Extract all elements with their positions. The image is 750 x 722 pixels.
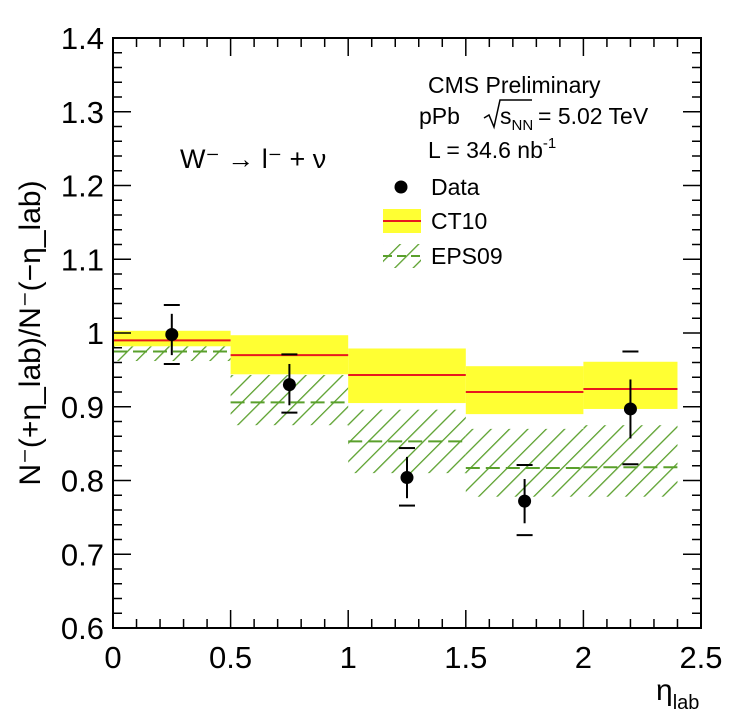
x-axis-title-sub: lab [673,692,700,714]
eps09-bands [113,346,678,497]
process-label: W⁻ → l⁻ + ν [180,144,326,174]
axis-ticks [112,37,702,629]
legend-eps09-label: EPS09 [431,243,503,269]
legend-item-data: Data [394,174,480,200]
ct10-band [465,366,584,415]
ct10-bands [113,330,678,415]
data-points [163,303,639,537]
x-tick-label: 1.5 [444,640,487,675]
y-tick-label: 1.1 [61,242,104,277]
y-tick-label: 0.6 [61,611,104,646]
legend: Data CT10 EPS09 [383,174,503,269]
data-marker [623,402,637,416]
y-axis-title-text: N⁻(+η_lab)/N⁻(−η_lab) [14,180,47,485]
x-tick-labels: 0 0.5 1 1.5 2 2.5 [104,640,722,675]
x-tick-label: 2.5 [679,640,722,675]
lumi-unit-exp: -1 [543,135,556,152]
x-tick-label: 1 [340,640,357,675]
legend-item-eps09: EPS09 [383,243,503,269]
y-tick-labels: 0.6 0.7 0.8 0.9 1 1.1 1.2 1.3 1.4 [61,21,104,646]
data-point [622,350,639,466]
x-tick-label: 0 [104,640,121,675]
data-marker [282,378,296,392]
lumi-text: L = 34.6 nb-1 [428,135,556,163]
data-marker [400,471,414,485]
y-tick-label: 1.3 [61,95,104,130]
x-tick-label: 2 [575,640,592,675]
experiment-label: CMS Preliminary [428,72,601,98]
energy-label: pPb sNN = 5.02 TeV [419,99,649,134]
y-tick-label: 1 [87,316,104,351]
energy-value: = 5.02 TeV [538,103,649,129]
data-point [163,303,180,365]
y-tick-label: 1.4 [61,21,104,56]
y-tick-label: 0.9 [61,390,104,425]
data-point [516,464,533,537]
data-point [281,353,298,414]
eps09-central-lines [113,350,678,469]
system-label: pPb [419,103,460,129]
y-tick-label: 0.8 [61,464,104,499]
y-tick-label: 1.2 [61,169,104,204]
legend-data-label: Data [431,174,480,200]
sqrt-symbol [483,99,532,130]
x-axis-title: ηlab [656,674,699,714]
data-point [399,447,415,507]
legend-ct10-label: CT10 [431,208,487,234]
legend-item-ct10: CT10 [383,208,487,234]
data-marker [518,494,532,508]
y-axis-title: N⁻(+η_lab)/N⁻(−η_lab) [14,180,47,485]
sqrt-s-label: sNN [500,103,533,134]
x-tick-label: 0.5 [209,640,252,675]
x-axis-title-main: η [656,674,673,707]
data-marker [165,327,179,341]
legend-data-marker [394,180,408,194]
lumi-label: L = 34.6 nb-1 [428,135,556,163]
y-tick-label: 0.7 [61,537,104,572]
